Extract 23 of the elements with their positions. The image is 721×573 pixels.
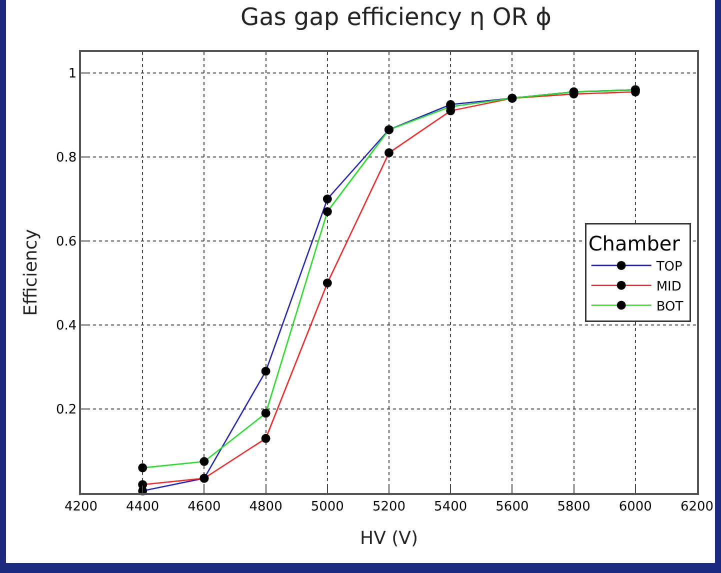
- y-tick-label: 0.2: [56, 402, 77, 418]
- x-tick-label: 6200: [680, 499, 714, 514]
- y-axis-title: Efficiency: [20, 228, 42, 316]
- legend-label: MID: [656, 279, 682, 294]
- x-tick-label: 4400: [126, 499, 160, 514]
- y-tick-label: 0.8: [56, 150, 77, 166]
- x-tick-label: 5200: [372, 499, 406, 514]
- x-tick-label: 5000: [310, 499, 344, 514]
- x-tick-label: 5600: [496, 499, 529, 514]
- chart-title: Gas gap efficiency η OR ϕ: [240, 3, 552, 32]
- y-tick-label: 1: [68, 66, 77, 82]
- legend-title: Chamber: [588, 232, 681, 256]
- x-axis-title: HV (V): [360, 528, 418, 549]
- x-tick-label: 5400: [434, 499, 468, 514]
- x-tick-label: 4800: [249, 499, 282, 514]
- x-tick-label: 4200: [64, 499, 98, 514]
- x-tick-label: 4600: [188, 499, 221, 514]
- legend-label: BOT: [656, 299, 684, 314]
- legend-label: TOP: [655, 260, 683, 275]
- x-tick-label: 5800: [557, 499, 590, 514]
- y-tick-label: 0.4: [56, 318, 77, 334]
- x-tick-label: 6000: [618, 499, 652, 514]
- y-tick-label: 0.6: [56, 234, 77, 250]
